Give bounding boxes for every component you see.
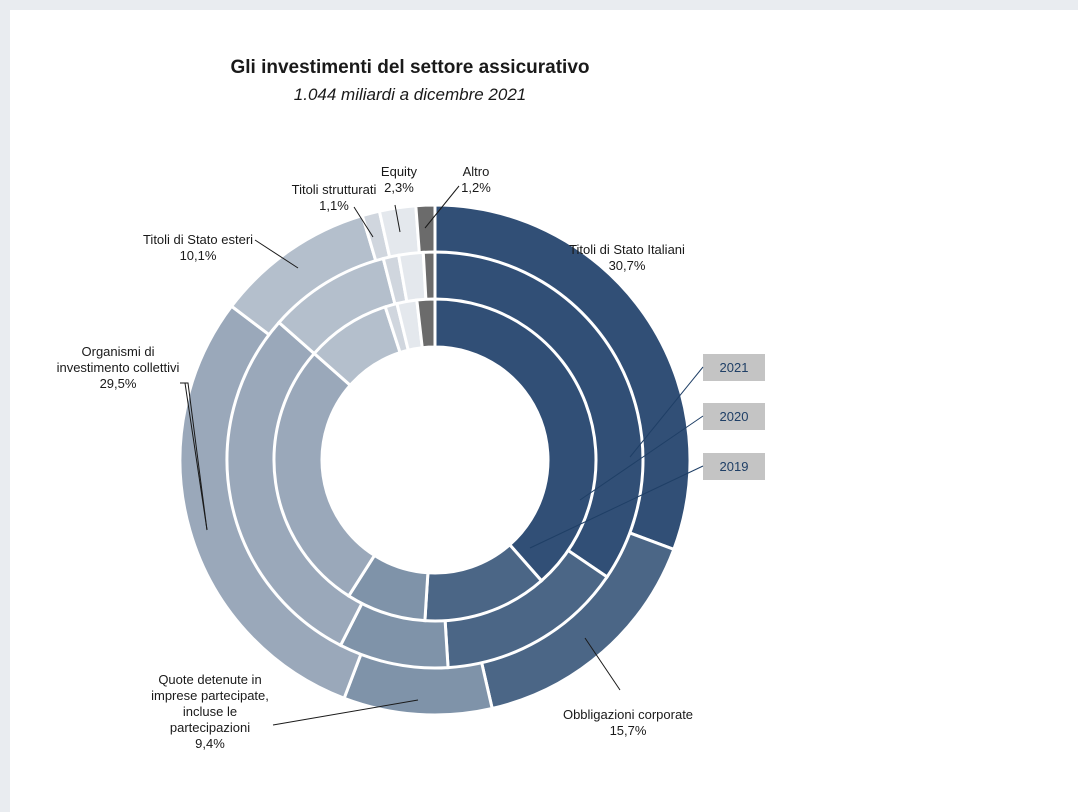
- rings: [178, 203, 692, 717]
- segment-altro-2019: [415, 297, 437, 350]
- label-line: Equity: [381, 164, 418, 179]
- ring-year-leader-2019: [529, 465, 704, 549]
- label-line: Titoli strutturati: [292, 182, 377, 197]
- label-line: 1,2%: [461, 180, 491, 195]
- label-line: 15,7%: [610, 723, 647, 738]
- label-line: Organismi di: [82, 344, 155, 359]
- label-titoli_stato_esteri: Titoli di Stato esteri 10,1%: [143, 232, 253, 263]
- label-line: 10,1%: [180, 248, 217, 263]
- ring-year-box-2019: [703, 453, 765, 480]
- label-titoli_strutturati: Titoli strutturati 1,1%: [292, 182, 377, 213]
- label-altro: Altro 1,2%: [461, 164, 491, 195]
- ring-year-box-2021: [703, 354, 765, 381]
- label-line: partecipazioni: [170, 720, 250, 735]
- ring-year-leader-2020: [579, 415, 704, 501]
- label-line: Titoli di Stato esteri: [143, 232, 253, 247]
- category-labels: Titoli di Stato Italiani 30,7% Obbligazion…: [57, 164, 693, 751]
- segment-titoli_stato_italiani-2019: [433, 297, 598, 583]
- label-line: investimento collettivi: [57, 360, 180, 375]
- label-line: 30,7%: [609, 258, 646, 273]
- ring-year-label-2020: 2020: [720, 409, 749, 424]
- leader-line-obbligazioni_corporate: [584, 637, 621, 691]
- ring-year-leader-2021: [629, 366, 704, 458]
- leader-line-titoli_strutturati: [353, 206, 374, 238]
- label-line: Obbligazioni corporate: [563, 707, 693, 722]
- label-line: 2,3%: [384, 180, 414, 195]
- chart-title: Gli investimenti del settore assicurativ…: [230, 57, 589, 78]
- label-line: 29,5%: [100, 376, 137, 391]
- ring-year-labels: 2021 2020 2019: [529, 354, 765, 549]
- leader-line-altro: [424, 185, 460, 229]
- chart-subtitle: 1.044 miliardi a dicembre 2021: [294, 85, 526, 104]
- donut-chart: Gli investimenti del settore assicurativ…: [57, 57, 765, 751]
- leader-line-oicr-bend: [180, 382, 208, 531]
- label-oicr: Organismi di investimento collettivi 29,5%: [57, 344, 180, 391]
- leader-line-quote_partecipate: [272, 699, 419, 726]
- label-quote_partecipate: Quote detenute in imprese partecipate, inc…: [151, 672, 269, 751]
- chart-card: Gli investimenti del settore assicurativ…: [10, 10, 1078, 812]
- label-line: 1,1%: [319, 198, 349, 213]
- ring-year-box-2020: [703, 403, 765, 430]
- label-line: Titoli di Stato Italiani: [569, 242, 685, 257]
- segment-altro-2021: [414, 203, 437, 258]
- ring-year-label-2019: 2019: [720, 459, 749, 474]
- label-line: imprese partecipate,: [151, 688, 269, 703]
- leader-lines: [180, 185, 621, 726]
- label-line: Altro: [463, 164, 490, 179]
- ring-year-label-2021: 2021: [720, 360, 749, 375]
- segment-altro-2020: [421, 250, 437, 302]
- leader-line-equity: [394, 204, 401, 233]
- label-obbligazioni_corporate: Obbligazioni corporate 15,7%: [563, 707, 693, 738]
- label-line: incluse le: [183, 704, 237, 719]
- label-line: 9,4%: [195, 736, 225, 751]
- leader-line-titoli_stato_esteri: [254, 239, 299, 269]
- label-equity: Equity 2,3%: [381, 164, 418, 195]
- label-line: Quote detenute in: [158, 672, 261, 687]
- label-titoli_stato_italiani: Titoli di Stato Italiani 30,7%: [569, 242, 685, 273]
